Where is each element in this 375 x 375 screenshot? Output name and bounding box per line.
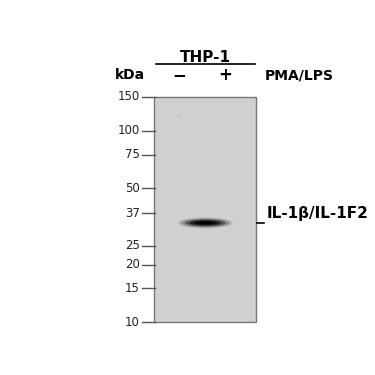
Ellipse shape [194,221,217,225]
Ellipse shape [198,222,213,224]
Ellipse shape [185,219,226,226]
Text: IL-1β/IL-1F2: IL-1β/IL-1F2 [266,206,368,221]
Text: 150: 150 [118,90,140,104]
Text: 50: 50 [125,182,140,195]
Text: +: + [219,66,232,84]
Text: 20: 20 [125,258,140,271]
Text: 10: 10 [125,316,140,329]
Ellipse shape [178,217,233,228]
Text: 37: 37 [125,207,140,220]
Text: −: − [172,66,186,84]
Text: THP-1: THP-1 [180,51,231,66]
Text: 25: 25 [125,240,140,252]
Ellipse shape [181,218,230,227]
Text: 15: 15 [125,282,140,295]
FancyBboxPatch shape [154,97,256,322]
Text: 100: 100 [118,124,140,137]
Ellipse shape [189,220,221,226]
Text: 75: 75 [125,148,140,161]
Text: PMA/LPS: PMA/LPS [265,68,334,82]
Text: kDa: kDa [115,68,145,82]
Ellipse shape [202,222,209,224]
Ellipse shape [177,114,181,117]
